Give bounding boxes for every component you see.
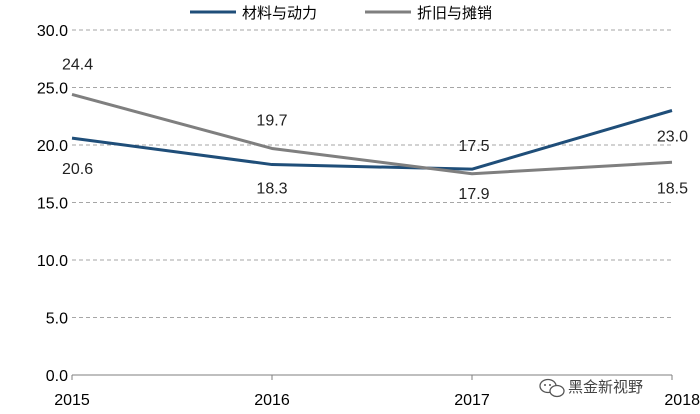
data-label: 23.0 — [657, 129, 688, 146]
data-label: 18.3 — [256, 181, 287, 198]
y-tick-label: 20.0 — [37, 138, 68, 155]
series-line-2 — [71, 92, 673, 176]
y-tick-label: 15.0 — [37, 196, 68, 213]
x-tick-label: 2018 — [664, 392, 700, 409]
wechat-icon — [539, 378, 565, 398]
data-label: 19.7 — [256, 112, 287, 129]
data-label: 24.4 — [62, 56, 93, 73]
gridlines — [72, 29, 672, 318]
data-label: 17.9 — [458, 186, 489, 203]
y-tick-label: 0.0 — [46, 368, 68, 385]
y-tick-label: 30.0 — [37, 23, 68, 40]
y-tick-label: 10.0 — [37, 253, 68, 270]
watermark: 黑金新视野 — [539, 378, 643, 398]
axes: 0.0 5.0 10.0 15.0 20.0 25.0 30.0 2015 2016 2017 20… — [37, 23, 700, 409]
data-label: 18.5 — [657, 180, 688, 197]
data-label: 20.6 — [62, 161, 93, 178]
legend-label: 折旧与摊销 — [417, 4, 492, 22]
series-line-1 — [71, 109, 673, 171]
series-layer — [71, 92, 673, 176]
watermark-text: 黑金新视野 — [568, 378, 643, 396]
y-tick-label: 25.0 — [37, 81, 68, 98]
y-tick-label: 5.0 — [46, 311, 68, 328]
data-labels: 20.6 18.3 17.9 23.0 24.4 19.7 17.5 18.5 — [62, 56, 688, 203]
data-label: 17.5 — [458, 138, 489, 155]
legend: 材料与动力 折旧与摊销 — [190, 4, 492, 22]
x-tick-label: 2017 — [454, 392, 490, 409]
legend-label: 材料与动力 — [242, 4, 317, 22]
x-tick-label: 2016 — [254, 392, 290, 409]
x-tick-label: 2015 — [54, 392, 90, 409]
